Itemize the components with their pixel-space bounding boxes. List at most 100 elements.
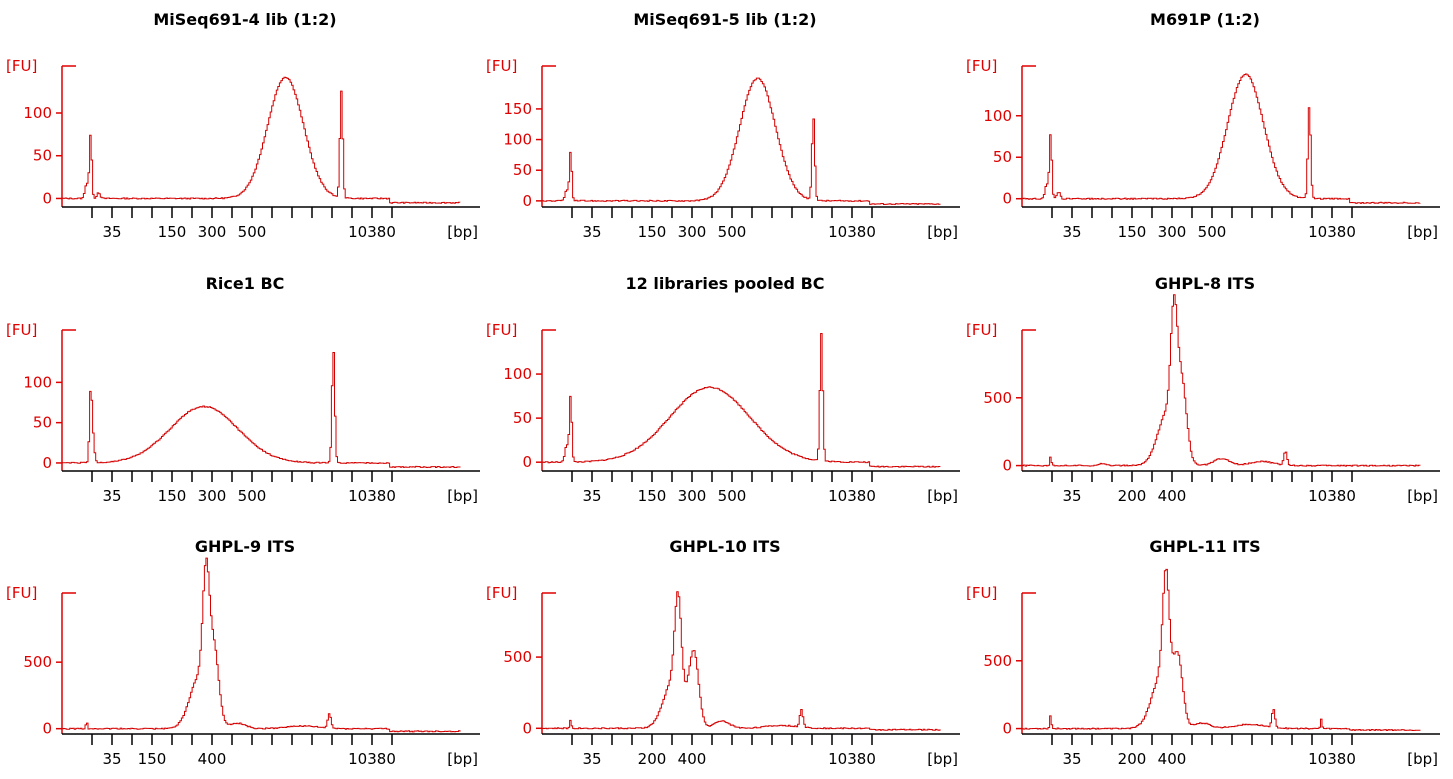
x-tick-label: 400 bbox=[198, 750, 227, 768]
series-trace bbox=[542, 591, 941, 731]
x-axis-label: [bp] bbox=[927, 223, 958, 241]
y-axis-label: [FU] bbox=[966, 584, 997, 602]
y-tick-label: 0 bbox=[522, 192, 532, 210]
y-axis-label: [FU] bbox=[6, 321, 37, 339]
y-tick-label: 0 bbox=[42, 189, 52, 207]
chart-svg: [FU] 0 500 35 150 400 10380 [bp] bbox=[6, 557, 480, 768]
x-tick-label: 300 bbox=[1158, 223, 1187, 241]
y-tick-label: 0 bbox=[42, 454, 52, 472]
y-tick-label: 0 bbox=[1002, 190, 1012, 208]
y-tick-label: 50 bbox=[33, 147, 52, 165]
y-tick-label: 100 bbox=[23, 104, 52, 122]
x-tick-label: 400 bbox=[1158, 750, 1187, 768]
y-tick-label: 0 bbox=[522, 453, 532, 471]
chart-svg: [FU] 0 50 100 35 150 300 500 10380 [bp] bbox=[486, 321, 960, 505]
x-tick-label: 500 bbox=[1198, 223, 1227, 241]
x-tick-label: 400 bbox=[1158, 487, 1187, 505]
electropherogram-panel: MiSeq691-4 lib (1:2) [FU] 0 50 100 35 150 300 50… bbox=[6, 0, 480, 252]
y-tick-label: 50 bbox=[993, 148, 1012, 166]
chart-svg: [FU] 0 50 100 35 150 300 500 10380 [bp] bbox=[6, 57, 480, 241]
chart-title: GHPL-11 ITS bbox=[1149, 537, 1261, 556]
chart-title: GHPL-10 ITS bbox=[669, 537, 781, 556]
series-trace bbox=[62, 76, 461, 204]
x-tick-label: 500 bbox=[718, 487, 747, 505]
y-axis-label: [FU] bbox=[6, 584, 37, 602]
chart-svg: [FU] 0 500 35 200 400 10380 [bp] bbox=[966, 294, 1440, 505]
y-axis-label: [FU] bbox=[6, 57, 37, 75]
y-tick-label: 500 bbox=[983, 389, 1012, 407]
x-tick-label: 10380 bbox=[348, 223, 396, 241]
electropherogram-panel: 12 libraries pooled BC [FU] 0 50 100 35 150 300… bbox=[486, 264, 960, 516]
electropherogram-panel: GHPL-9 ITS [FU] 0 500 35 150 400 10380 [bp] bbox=[6, 527, 480, 779]
chart-svg: [FU] 0 500 35 200 400 10380 [bp] bbox=[486, 584, 960, 768]
y-tick-label: 0 bbox=[1002, 457, 1012, 475]
series-trace bbox=[1022, 294, 1421, 467]
x-tick-label: 300 bbox=[678, 223, 707, 241]
x-tick-label: 35 bbox=[582, 487, 601, 505]
x-tick-label: 10380 bbox=[1308, 223, 1356, 241]
x-tick-label: 150 bbox=[638, 487, 667, 505]
y-tick-label: 100 bbox=[503, 365, 532, 383]
x-tick-label: 10380 bbox=[828, 750, 876, 768]
x-tick-label: 500 bbox=[718, 223, 747, 241]
chart-svg: [FU] 0 50 100 35 150 300 500 10380 [bp] bbox=[966, 57, 1440, 241]
chart-title: GHPL-9 ITS bbox=[194, 537, 296, 556]
chart-svg: [FU] 0 50 100 35 150 300 500 10380 [bp] bbox=[6, 321, 480, 505]
y-tick-label: 150 bbox=[503, 100, 532, 118]
x-tick-label: 35 bbox=[1062, 750, 1081, 768]
electropherogram-panel: GHPL-10 ITS [FU] 0 500 35 200 400 10380 [bp] bbox=[486, 527, 960, 779]
x-tick-label: 500 bbox=[238, 487, 267, 505]
x-axis-label: [bp] bbox=[447, 487, 478, 505]
series-trace bbox=[542, 333, 941, 468]
chart-title: 12 libraries pooled BC bbox=[625, 274, 825, 293]
y-tick-label: 500 bbox=[23, 653, 52, 671]
y-tick-label: 500 bbox=[983, 652, 1012, 670]
series-trace bbox=[62, 352, 461, 468]
x-axis-label: [bp] bbox=[447, 750, 478, 768]
chart-title: Rice1 BC bbox=[205, 274, 285, 293]
x-tick-label: 200 bbox=[1118, 750, 1147, 768]
y-axis-label: [FU] bbox=[486, 321, 517, 339]
x-tick-label: 300 bbox=[198, 487, 227, 505]
x-tick-label: 200 bbox=[1118, 487, 1147, 505]
x-tick-label: 150 bbox=[158, 487, 187, 505]
x-tick-label: 500 bbox=[238, 223, 267, 241]
x-tick-label: 150 bbox=[158, 223, 187, 241]
electropherogram-panel: GHPL-8 ITS [FU] 0 500 35 200 400 10380 [bp] bbox=[966, 264, 1440, 516]
x-tick-label: 35 bbox=[582, 223, 601, 241]
chart-svg: [FU] 0 50 100 150 35 150 300 500 10380 [bp] bbox=[486, 57, 960, 241]
y-axis-label: [FU] bbox=[486, 57, 517, 75]
x-tick-label: 150 bbox=[1118, 223, 1147, 241]
x-tick-label: 150 bbox=[638, 223, 667, 241]
x-axis-label: [bp] bbox=[1407, 223, 1438, 241]
y-tick-label: 500 bbox=[503, 648, 532, 666]
y-tick-label: 100 bbox=[23, 373, 52, 391]
x-tick-label: 10380 bbox=[1308, 750, 1356, 768]
y-tick-label: 50 bbox=[513, 161, 532, 179]
x-tick-label: 35 bbox=[102, 750, 121, 768]
chart-title: GHPL-8 ITS bbox=[1154, 274, 1256, 293]
series-trace bbox=[1022, 568, 1421, 731]
electropherogram-panel: GHPL-11 ITS [FU] 0 500 35 200 400 10380 [bp] bbox=[966, 527, 1440, 779]
x-tick-label: 35 bbox=[1062, 487, 1081, 505]
x-tick-label: 10380 bbox=[828, 487, 876, 505]
electropherogram-panel: MiSeq691-5 lib (1:2) [FU] 0 50 100 150 35 150 30… bbox=[486, 0, 960, 252]
y-axis-label: [FU] bbox=[486, 584, 517, 602]
x-axis-label: [bp] bbox=[927, 750, 958, 768]
y-tick-label: 100 bbox=[983, 107, 1012, 125]
y-tick-label: 0 bbox=[522, 719, 532, 737]
x-axis-label: [bp] bbox=[1407, 487, 1438, 505]
x-tick-label: 35 bbox=[582, 750, 601, 768]
x-tick-label: 35 bbox=[1062, 223, 1081, 241]
chart-title: M691P (1:2) bbox=[1150, 10, 1260, 29]
series-trace bbox=[1022, 73, 1421, 204]
y-tick-label: 0 bbox=[42, 720, 52, 738]
y-tick-label: 100 bbox=[503, 131, 532, 149]
y-tick-label: 50 bbox=[513, 409, 532, 427]
x-tick-label: 200 bbox=[638, 750, 667, 768]
x-tick-label: 10380 bbox=[348, 487, 396, 505]
x-tick-label: 300 bbox=[198, 223, 227, 241]
chart-title: MiSeq691-5 lib (1:2) bbox=[633, 10, 817, 29]
x-axis-label: [bp] bbox=[1407, 750, 1438, 768]
y-tick-label: 0 bbox=[1002, 720, 1012, 738]
